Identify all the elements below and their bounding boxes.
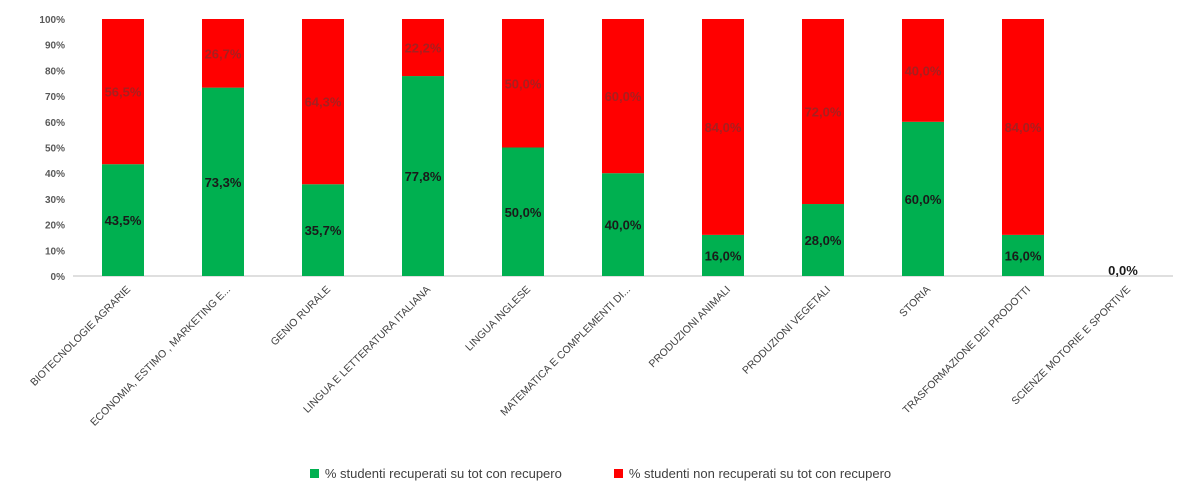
data-label-recovered: 77,8% — [405, 169, 442, 184]
bar-recovered — [302, 184, 344, 276]
y-tick-label: 20% — [45, 221, 65, 232]
data-label-recovered: 16,0% — [705, 248, 742, 263]
data-label-recovered: 35,7% — [305, 223, 342, 238]
bar-recovered — [402, 76, 444, 276]
legend-item-recovered: % studenti recuperati su tot con recuper… — [309, 466, 562, 481]
bar-recovered — [902, 121, 944, 276]
data-label-not-recovered: 84,0% — [705, 120, 742, 135]
data-label-recovered: 16,0% — [1005, 248, 1042, 263]
x-tick-label: STORIA — [897, 284, 933, 320]
data-label-not-recovered: 72,0% — [805, 105, 842, 120]
y-tick-label: 0% — [51, 272, 66, 283]
x-tick-label: PRODUZIONI ANIMALI — [647, 284, 733, 370]
legend-label-not-recovered: % studenti non recuperati su tot con rec… — [628, 466, 892, 481]
bar-not-recovered — [602, 19, 644, 174]
bar-recovered — [602, 173, 644, 276]
bar-not-recovered — [202, 19, 244, 88]
bar-not-recovered — [702, 19, 744, 235]
data-label-recovered: 0,0% — [1108, 263, 1138, 278]
bar-recovered — [102, 164, 144, 276]
legend-swatch-not-recovered — [613, 469, 623, 478]
bar-recovered — [1002, 234, 1044, 276]
y-tick-label: 70% — [45, 92, 65, 103]
x-tick-label: SCIENZE MOTORIE E SPORTIVE — [1009, 284, 1133, 408]
data-label-not-recovered: 40,0% — [905, 63, 942, 78]
y-tick-label: 60% — [45, 118, 65, 129]
bar-recovered — [702, 234, 744, 276]
x-tick-label: LINGUA INGLESE — [463, 284, 533, 354]
y-tick-label: 80% — [45, 66, 65, 77]
legend: % studenti recuperati su tot con recuper… — [0, 466, 1201, 481]
data-label-not-recovered: 56,5% — [105, 85, 142, 100]
chart-canvas: 0% 10% 20% 30% 40% 50% 60% 70% 80% 90% 100% 43,5% 5… — [28, 15, 1173, 429]
data-label-not-recovered: 84,0% — [1005, 120, 1042, 135]
y-tick-label: 100% — [39, 15, 65, 26]
x-tick-label: PRODUZIONI VEGETALI — [740, 284, 833, 377]
x-tick-label: GENIO RURALE — [269, 284, 334, 349]
bar-not-recovered — [402, 19, 444, 77]
data-label-not-recovered: 60,0% — [605, 89, 642, 104]
legend-swatch-recovered — [309, 469, 319, 478]
x-tick-label: BIOTECNOLOGIE AGRARIE — [28, 284, 133, 389]
data-label-recovered: 50,0% — [505, 205, 542, 220]
data-label-not-recovered: 64,3% — [305, 95, 342, 110]
legend-label-recovered: % studenti recuperati su tot con recuper… — [324, 466, 562, 481]
data-label-not-recovered: 26,7% — [205, 46, 242, 61]
legend-item-not-recovered: % studenti non recuperati su tot con rec… — [613, 466, 892, 481]
bar-not-recovered — [102, 19, 144, 165]
y-tick-label: 30% — [45, 195, 65, 206]
bar-not-recovered — [502, 19, 544, 148]
bar-recovered — [502, 147, 544, 276]
data-label-not-recovered: 50,0% — [505, 76, 542, 91]
bar-not-recovered — [1002, 19, 1044, 235]
bar-recovered — [202, 87, 244, 276]
bar-not-recovered — [802, 19, 844, 205]
bar-not-recovered — [302, 19, 344, 185]
data-label-not-recovered: 22,2% — [405, 41, 442, 56]
bar-recovered — [802, 204, 844, 276]
y-tick-label: 50% — [45, 144, 65, 155]
bar-not-recovered — [902, 19, 944, 122]
data-label-recovered: 28,0% — [805, 233, 842, 248]
data-label-recovered: 73,3% — [205, 175, 242, 190]
data-label-recovered: 60,0% — [905, 192, 942, 207]
y-tick-label: 10% — [45, 246, 65, 257]
y-tick-label: 40% — [45, 169, 65, 180]
data-label-recovered: 43,5% — [105, 213, 142, 228]
data-label-recovered: 40,0% — [605, 218, 642, 233]
y-tick-label: 90% — [45, 41, 65, 52]
